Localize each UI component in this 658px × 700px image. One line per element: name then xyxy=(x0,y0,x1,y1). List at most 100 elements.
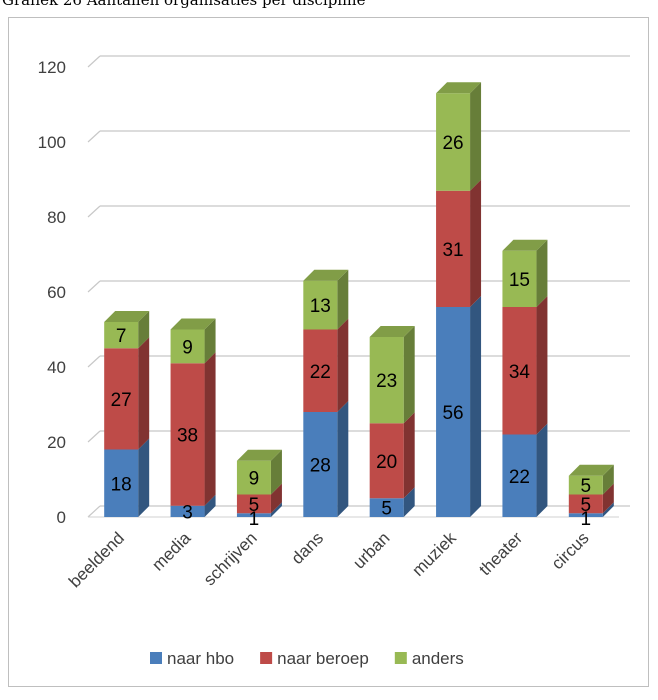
legend-label: naar beroep xyxy=(277,649,369,668)
data-label: 22 xyxy=(509,467,530,488)
bar-segment xyxy=(369,498,404,517)
bar-segment xyxy=(436,307,471,517)
bar-side xyxy=(138,337,150,450)
bar-segment xyxy=(369,337,404,424)
bar-side xyxy=(536,296,548,435)
data-label: 5 xyxy=(381,499,392,520)
bar-segment xyxy=(236,494,271,514)
x-tick-label: urban xyxy=(349,528,393,572)
bar-side xyxy=(470,179,482,307)
legend-label: naar hbo xyxy=(167,649,234,668)
x-tick-label: theater xyxy=(475,528,526,579)
bar-side xyxy=(138,311,150,349)
x-tick-label: dans xyxy=(288,528,328,568)
bar-side xyxy=(403,326,415,424)
bar-segment xyxy=(303,280,338,330)
bar-side xyxy=(138,438,150,517)
legend-swatch xyxy=(260,652,273,664)
bar-top xyxy=(502,239,548,251)
bar-side xyxy=(204,494,216,517)
bar-segment xyxy=(104,348,139,450)
data-label: 31 xyxy=(442,240,463,261)
bar-top xyxy=(303,269,349,281)
gridline-diagonal xyxy=(87,205,101,218)
bar-side xyxy=(536,239,548,307)
data-label: 5 xyxy=(581,476,592,497)
y-tick-label: 80 xyxy=(47,208,66,227)
bar-top xyxy=(436,82,482,94)
bar-top xyxy=(170,318,216,330)
data-label: 15 xyxy=(509,270,530,291)
bar-top xyxy=(369,326,415,337)
bar-segment xyxy=(104,449,139,517)
bar-segment xyxy=(568,494,603,514)
bar-side xyxy=(602,502,614,517)
bar-segment xyxy=(502,434,537,517)
legend-swatch xyxy=(394,652,407,664)
gridline-diagonal xyxy=(87,430,101,443)
bar-top xyxy=(104,311,150,322)
bar-segment xyxy=(236,460,271,495)
y-tick-label: 120 xyxy=(38,58,66,77)
x-tick-label: media xyxy=(148,528,195,575)
y-tick-label: 40 xyxy=(47,358,66,377)
gridline-diagonal xyxy=(87,355,101,368)
bar-segment xyxy=(436,93,471,191)
bar-segment xyxy=(170,505,205,517)
data-label: 1 xyxy=(581,509,592,530)
bar-side xyxy=(270,502,282,517)
bar-side xyxy=(470,296,482,517)
legend-swatch xyxy=(150,652,162,664)
bar-segment xyxy=(170,363,205,506)
y-tick-label: 20 xyxy=(47,433,66,452)
gridline-diagonal xyxy=(87,280,101,293)
data-label: 38 xyxy=(177,426,198,447)
gridline-diagonal xyxy=(87,130,101,143)
bar-segment xyxy=(502,250,537,307)
data-label: 1 xyxy=(249,509,260,530)
data-label: 34 xyxy=(509,362,531,383)
data-label: 28 xyxy=(310,456,331,477)
bar-segment xyxy=(436,190,471,307)
bar-segment xyxy=(303,412,338,517)
bar-segment xyxy=(568,513,603,517)
bar-side xyxy=(204,318,216,364)
data-label: 20 xyxy=(376,452,397,473)
x-tick-label: schrijven xyxy=(200,528,261,589)
data-label: 56 xyxy=(442,403,463,424)
bar-side xyxy=(337,269,349,330)
bar-side xyxy=(602,483,614,514)
bar-segment xyxy=(502,307,537,435)
bar-segment xyxy=(170,329,205,364)
x-tick-label: muziek xyxy=(408,528,460,580)
y-tick-label: 0 xyxy=(57,508,66,527)
data-label: 9 xyxy=(182,337,193,358)
x-tick-label: beeldend xyxy=(65,528,128,591)
bar-side xyxy=(204,352,216,506)
bar-side xyxy=(403,412,415,499)
chart-caption: Grafiek 26 Aantallen organisaties per di… xyxy=(2,0,366,9)
data-label: 27 xyxy=(111,390,132,411)
data-label: 5 xyxy=(581,495,592,516)
bar-side xyxy=(470,82,482,191)
bar-side xyxy=(536,423,548,517)
data-label: 18 xyxy=(111,474,132,495)
bar-segment xyxy=(568,475,603,495)
data-label: 13 xyxy=(310,296,331,317)
data-label: 5 xyxy=(249,495,260,516)
gridline-diagonal xyxy=(87,55,101,68)
data-label: 22 xyxy=(310,362,331,383)
gridline-diagonal xyxy=(87,505,101,518)
x-tick-label: circus xyxy=(548,528,593,573)
data-label: 3 xyxy=(182,502,193,523)
data-label: 23 xyxy=(376,371,397,392)
data-label: 7 xyxy=(116,326,127,347)
data-label: 9 xyxy=(249,469,260,490)
y-tick-label: 100 xyxy=(38,133,66,152)
bar-top xyxy=(568,464,614,476)
data-label: 26 xyxy=(442,133,463,154)
chart-frame xyxy=(8,17,649,687)
bar-top xyxy=(236,449,282,461)
y-tick-label: 60 xyxy=(47,283,66,302)
bar-segment xyxy=(303,329,338,412)
